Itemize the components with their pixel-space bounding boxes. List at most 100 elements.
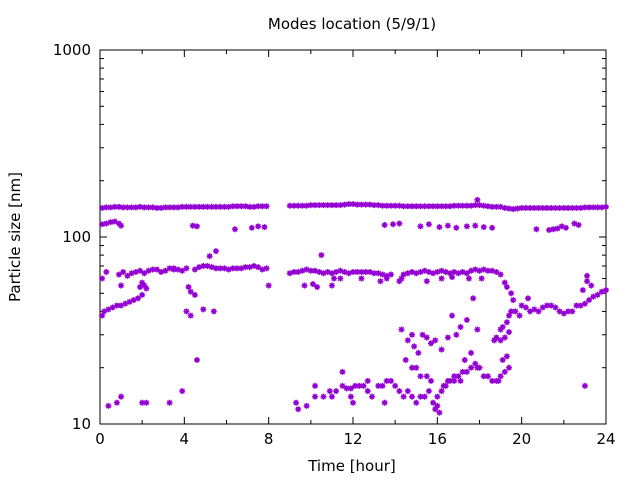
- data-point: [134, 295, 141, 302]
- data-point: [99, 275, 106, 282]
- data-point: [107, 204, 114, 211]
- data-point: [170, 265, 177, 272]
- data-point: [196, 264, 203, 271]
- data-point: [432, 337, 439, 344]
- data-point: [588, 282, 595, 289]
- data-point: [193, 356, 200, 363]
- data-point: [339, 368, 346, 375]
- data-point: [187, 203, 194, 210]
- data-point: [387, 271, 394, 278]
- x-tick-label: 8: [264, 430, 274, 448]
- data-point: [455, 270, 462, 277]
- data-point: [191, 291, 198, 298]
- data-point: [206, 253, 213, 260]
- data-point: [423, 278, 430, 285]
- data-point: [459, 368, 466, 375]
- data-point: [425, 268, 432, 275]
- data-point: [118, 393, 125, 400]
- data-point: [324, 202, 331, 209]
- data-point: [402, 356, 409, 363]
- data-point: [103, 268, 110, 275]
- data-point: [217, 265, 224, 272]
- data-point: [531, 204, 538, 211]
- data-point: [234, 203, 241, 210]
- data-point: [212, 248, 219, 255]
- data-point: [179, 388, 186, 395]
- data-point: [103, 204, 110, 211]
- data-point: [455, 373, 462, 380]
- data-point: [122, 300, 129, 307]
- data-point: [347, 393, 354, 400]
- data-point: [472, 222, 479, 229]
- data-point: [128, 270, 135, 277]
- data-point: [324, 268, 331, 275]
- data-point: [379, 271, 386, 278]
- data-point: [480, 266, 487, 273]
- data-point: [307, 202, 314, 209]
- data-point: [290, 268, 297, 275]
- y-tick-label: 1000: [53, 41, 91, 59]
- data-point: [153, 266, 160, 273]
- data-point: [105, 402, 112, 409]
- data-point: [556, 204, 563, 211]
- data-point: [425, 221, 432, 228]
- data-point: [255, 264, 262, 271]
- data-point: [413, 270, 420, 277]
- data-point: [421, 203, 428, 210]
- data-point: [565, 204, 572, 211]
- data-point: [200, 306, 207, 313]
- data-point: [320, 270, 327, 277]
- data-point: [459, 268, 466, 275]
- data-point: [158, 204, 165, 211]
- data-point: [364, 388, 371, 395]
- data-point: [255, 203, 262, 210]
- data-point: [586, 204, 593, 211]
- data-point: [261, 224, 268, 231]
- data-point: [533, 226, 540, 233]
- data-point: [193, 223, 200, 230]
- data-point: [166, 204, 173, 211]
- data-point: [409, 393, 416, 400]
- data-point: [398, 326, 405, 333]
- data-point: [434, 268, 441, 275]
- data-point: [506, 312, 513, 319]
- data-point: [145, 267, 152, 274]
- data-point: [265, 282, 272, 289]
- data-point: [99, 221, 106, 228]
- data-point: [560, 204, 567, 211]
- data-point: [453, 224, 460, 231]
- data-point: [425, 388, 432, 395]
- data-point: [453, 331, 460, 338]
- data-point: [444, 334, 451, 341]
- data-point: [118, 282, 125, 289]
- data-point: [472, 266, 479, 273]
- x-axis-label: Time [hour]: [307, 457, 396, 475]
- data-point: [565, 308, 572, 315]
- data-point: [430, 203, 437, 210]
- data-point: [404, 388, 411, 395]
- x-tick-label: 12: [343, 430, 362, 448]
- data-point: [286, 202, 293, 209]
- data-point: [185, 284, 192, 291]
- data-points: [99, 196, 609, 416]
- data-point: [522, 304, 529, 311]
- data-point: [409, 331, 416, 338]
- data-point: [497, 326, 504, 333]
- data-point: [312, 382, 319, 389]
- data-point: [187, 312, 194, 319]
- data-point: [137, 203, 144, 210]
- data-point: [423, 334, 430, 341]
- data-point: [438, 267, 445, 274]
- data-point: [474, 364, 481, 371]
- x-tick-label: 4: [180, 430, 190, 448]
- data-point: [392, 382, 399, 389]
- data-point: [387, 377, 394, 384]
- data-point: [375, 270, 382, 277]
- plot-border: [99, 49, 607, 425]
- data-point: [413, 399, 420, 406]
- data-point: [120, 268, 127, 275]
- data-point: [430, 399, 437, 406]
- data-point: [331, 275, 338, 282]
- data-point: [149, 266, 156, 273]
- data-point: [312, 267, 319, 274]
